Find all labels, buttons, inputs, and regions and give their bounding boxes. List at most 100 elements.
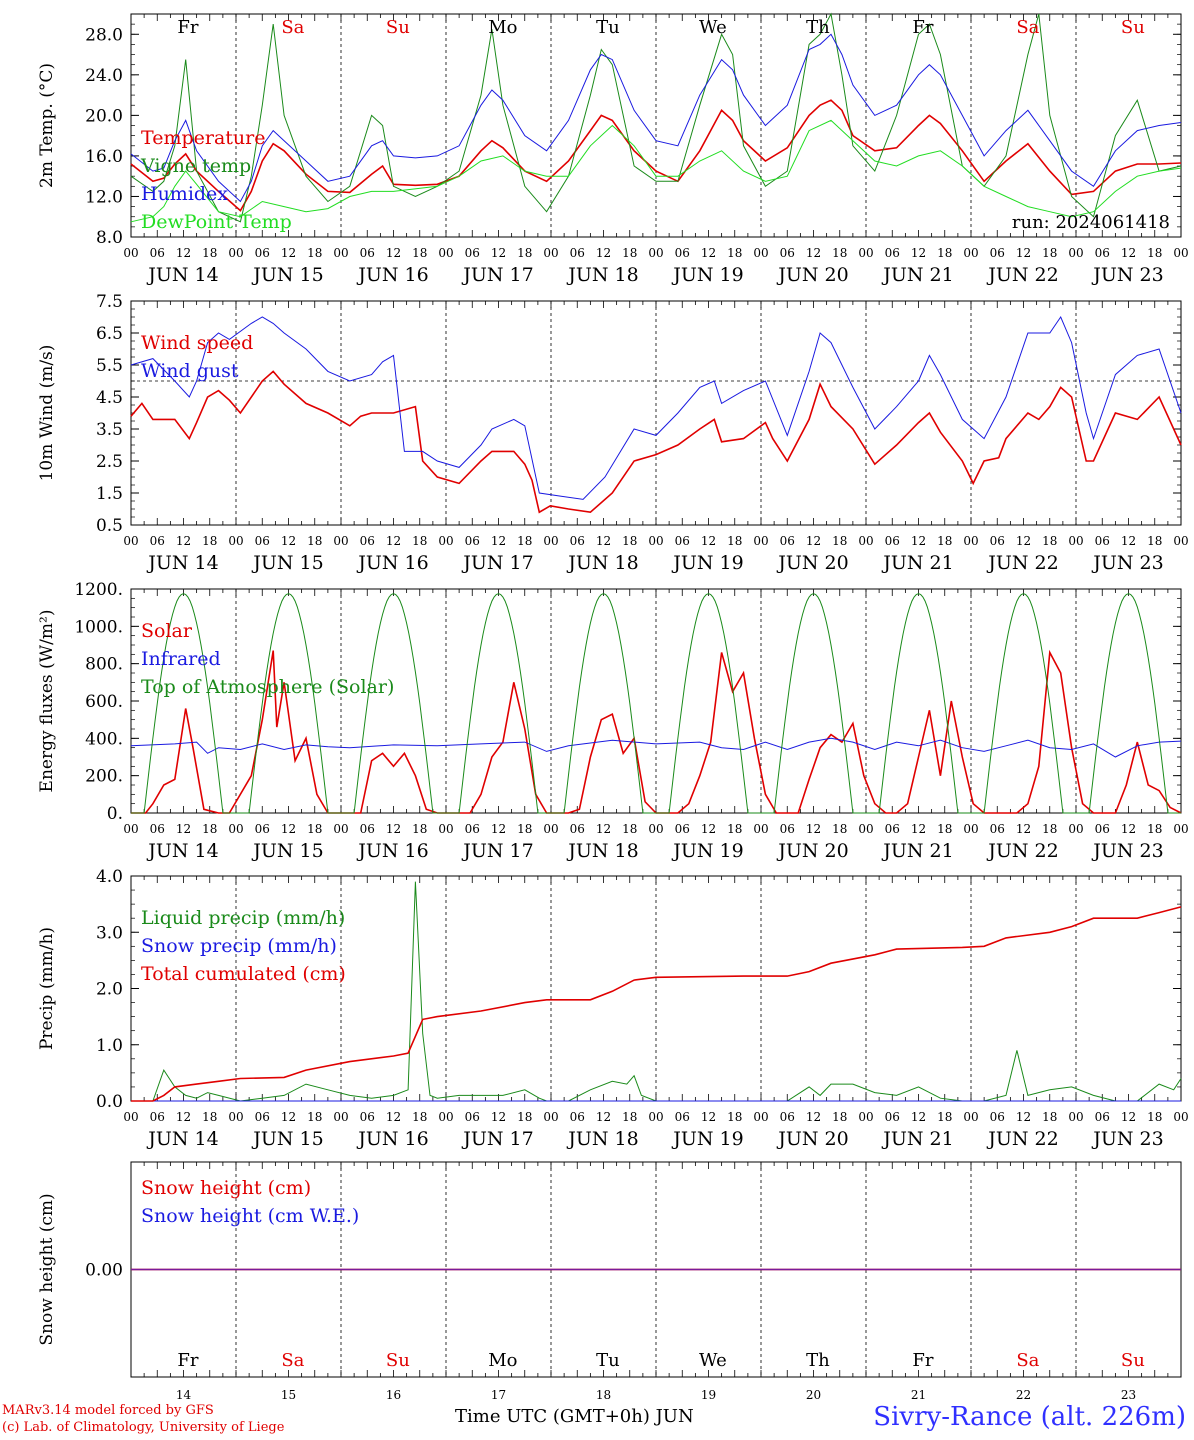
- x-tick-label: 12: [281, 1110, 296, 1124]
- x-tick-label: 06: [360, 822, 375, 836]
- x-tick-label: 12: [911, 534, 926, 548]
- x-tick-label: 18: [727, 1110, 742, 1124]
- x-axis-title: Time UTC (GMT+0h) JUN: [455, 1406, 694, 1427]
- day-label: JUN 18: [566, 264, 638, 286]
- weekday-label-bottom: Su: [1121, 1350, 1145, 1371]
- x-tick-label: 00: [963, 534, 978, 548]
- x-tick-label: 18: [1147, 534, 1162, 548]
- x-tick-label: 06: [780, 534, 795, 548]
- day-label: JUN 14: [146, 264, 218, 286]
- x-tick-label: 18: [832, 1110, 847, 1124]
- x-tick-label: 00: [753, 1110, 768, 1124]
- x-tick-label: 00: [123, 822, 138, 836]
- x-tick-label: 18: [622, 822, 637, 836]
- x-tick-label: 06: [990, 246, 1005, 260]
- x-tick-label: 06: [255, 1110, 270, 1124]
- x-tick-label: 00: [753, 822, 768, 836]
- legend-entry: Wind speed: [141, 332, 253, 354]
- x-tick-label: 00: [648, 246, 663, 260]
- credit-line-1: MARv3.14 model forced by GFS: [2, 1403, 214, 1418]
- x-tick-label: 12: [701, 534, 716, 548]
- x-tick-label: 00: [858, 1110, 873, 1124]
- panel-3: [130, 588, 1182, 814]
- day-number: 20: [806, 1388, 821, 1402]
- x-tick-label: 00: [438, 534, 453, 548]
- x-tick-label: 00: [753, 246, 768, 260]
- x-tick-label: 18: [202, 822, 217, 836]
- x-tick-label: 18: [622, 246, 637, 260]
- day-label: JUN 18: [566, 840, 638, 862]
- x-tick-label: 12: [491, 246, 506, 260]
- x-tick-label: 00: [123, 534, 138, 548]
- x-tick-label: 06: [885, 1110, 900, 1124]
- x-tick-label: 18: [937, 246, 952, 260]
- x-tick-label: 00: [333, 534, 348, 548]
- y-tick-label: 28.0: [85, 25, 123, 45]
- x-tick-label: 06: [570, 534, 585, 548]
- x-tick-label: 00: [1173, 1110, 1188, 1124]
- x-tick-label: 12: [596, 1110, 611, 1124]
- x-tick-label: 18: [832, 822, 847, 836]
- panel-frame: [130, 588, 1182, 814]
- x-tick-label: 18: [1042, 534, 1057, 548]
- day-label: JUN 14: [146, 1128, 218, 1150]
- day-label: JUN 15: [251, 264, 323, 286]
- weekday-label-top: Sa: [281, 17, 304, 38]
- legend-entry: Snow height (cm): [141, 1177, 311, 1199]
- x-tick-label: 12: [806, 246, 821, 260]
- y-tick-label: 1.5: [96, 484, 123, 504]
- x-tick-label: 00: [333, 246, 348, 260]
- x-tick-label: 00: [1173, 822, 1188, 836]
- series-wind-gust: [130, 315, 1182, 500]
- legend-entry: Solar: [141, 620, 193, 642]
- x-tick-label: 18: [202, 1110, 217, 1124]
- x-tick-label: 18: [412, 246, 427, 260]
- day-label: JUN 16: [356, 1128, 428, 1150]
- day-label: JUN 18: [566, 1128, 638, 1150]
- y-axis-label: Energy fluxes (W/m²): [37, 610, 57, 793]
- weekday-label-bottom: We: [699, 1350, 727, 1371]
- panel-4: [130, 875, 1182, 1102]
- x-tick-label: 06: [255, 246, 270, 260]
- panel-1: [130, 12, 1182, 238]
- station-title: Sivry-Rance (alt. 226m): [873, 1402, 1186, 1432]
- weekday-label-bottom: Fr: [912, 1350, 933, 1371]
- x-tick-label: 06: [675, 1110, 690, 1124]
- x-tick-label: 18: [832, 534, 847, 548]
- x-tick-label: 18: [937, 534, 952, 548]
- y-tick-label: 0.: [107, 804, 123, 824]
- x-tick-label: 12: [386, 822, 401, 836]
- x-tick-label: 06: [360, 246, 375, 260]
- x-tick-label: 06: [990, 534, 1005, 548]
- y-axis-label: Snow height (cm): [37, 1193, 57, 1345]
- series-total-cumulated-cm-: [131, 906, 1182, 1102]
- day-label: JUN 14: [146, 552, 218, 574]
- x-tick-label: 18: [622, 1110, 637, 1124]
- x-tick-label: 12: [701, 1110, 716, 1124]
- day-label: JUN 21: [881, 840, 953, 862]
- x-tick-label: 18: [1147, 1110, 1162, 1124]
- x-tick-label: 12: [701, 822, 716, 836]
- x-tick-label: 00: [858, 822, 873, 836]
- panel-frame: [130, 300, 1182, 526]
- day-label: JUN 23: [1091, 840, 1163, 862]
- x-tick-label: 12: [1121, 822, 1136, 836]
- x-tick-label: 06: [990, 822, 1005, 836]
- x-tick-label: 06: [150, 534, 165, 548]
- x-tick-label: 18: [307, 246, 322, 260]
- x-tick-label: 00: [1068, 534, 1083, 548]
- x-tick-label: 00: [543, 1110, 558, 1124]
- day-label: JUN 19: [671, 840, 743, 862]
- x-tick-label: 06: [255, 822, 270, 836]
- x-tick-label: 18: [937, 822, 952, 836]
- day-label: JUN 16: [356, 552, 428, 574]
- x-tick-label: 06: [465, 822, 480, 836]
- x-tick-label: 12: [281, 822, 296, 836]
- legend-entry: Liquid precip (mm/h): [141, 907, 345, 929]
- x-tick-label: 12: [386, 246, 401, 260]
- weekday-label-bottom: Sa: [1016, 1350, 1039, 1371]
- series-infrared: [130, 737, 1182, 758]
- x-tick-label: 06: [780, 246, 795, 260]
- x-tick-label: 00: [858, 534, 873, 548]
